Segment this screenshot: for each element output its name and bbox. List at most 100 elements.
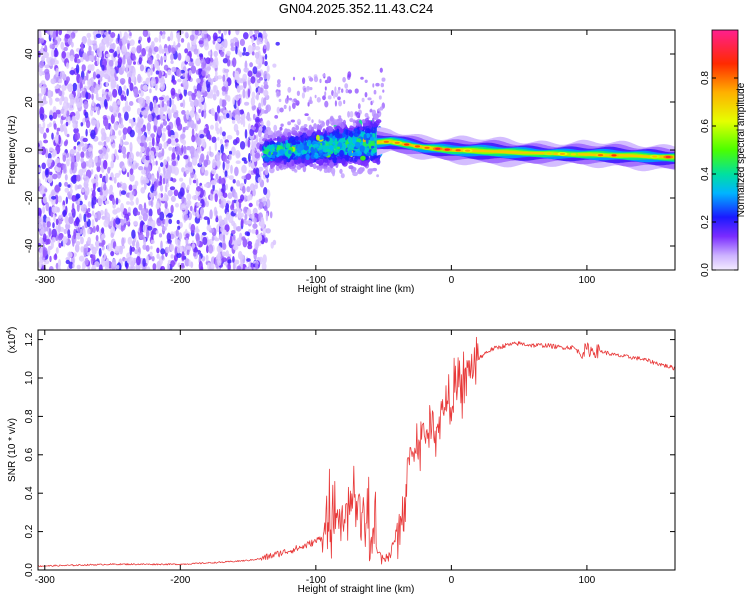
heatmap-noise-cell [90,169,94,175]
heatmap-noise-cell [68,194,71,199]
heatmap-noise-cell [38,93,43,97]
heatmap-noise-cell [226,160,230,164]
heatmap-noise-cell [110,125,113,136]
heatmap-noise-cell [156,108,159,116]
heatmap-noise-cell [202,236,208,246]
heatmap-noise-cell [275,41,280,46]
heatmap-noise-cell [169,177,174,182]
heatmap-noise-cell [51,189,56,197]
heatmap-noise-cell [303,127,307,131]
heatmap-noise-cell [277,79,281,85]
heatmap-noise-cell [211,264,215,269]
heatmap-noise-cell [43,83,47,88]
heatmap-noise-cell [203,127,209,134]
heatmap-noise-cell [252,66,258,75]
heatmap-noise-cell [88,55,94,62]
heatmap-cluster-cell [349,125,353,129]
heatmap-noise-cell [176,252,182,258]
heatmap-noise-cell [64,181,69,187]
heatmap-hotspot [546,152,552,155]
heatmap-noise-cell [100,146,107,156]
heatmap-noise-cell [203,30,208,35]
heatmap-noise-cell [128,152,134,163]
heatmap-cluster-cell [321,121,325,127]
heatmap-noise-cell [215,159,221,167]
heatmap-noise-cell [90,129,96,140]
heatmap-noise-cell [232,139,238,146]
heatmap-noise-cell [182,78,188,87]
heatmap-noise-cell [110,232,114,238]
heatmap-noise-cell [129,31,132,37]
heatmap-noise-cell [247,139,251,148]
heatmap-noise-cell [234,114,240,122]
heatmap-noise-cell [39,184,45,195]
heatmap-noise-cell [95,33,102,38]
heatmap-noise-cell [109,176,112,181]
heatmap-noise-cell [163,167,166,176]
heatmap-noise-cell [167,165,173,175]
heatmap-noise-cell [148,47,153,58]
heatmap-noise-cell [49,266,54,270]
heatmap-noise-cell [261,109,265,114]
heatmap-noise-cell [185,206,189,215]
heatmap-noise-cell [129,245,133,256]
heatmap-noise-cell [171,152,176,160]
snr-panel: -300 -200 -100 0 100 0.0 0.2 0.4 0.6 0.8 1.0 1.2 He… [6,327,676,595]
heatmap-noise-cell [177,154,180,161]
colorbar: 0.0 0.2 0.4 0.6 0.8 Normalized spectral ampl… [700,29,747,277]
heatmap-noise-cell [301,92,305,99]
heatmap-noise-cell [242,52,246,56]
heatmap-noise-cell [276,92,281,97]
heatmap-noise-cell [113,176,117,184]
snr-x-tick-label: 100 [579,575,596,586]
heatmap-noise-cell [141,110,146,116]
heatmap-noise-cell [305,86,310,92]
heatmap-noise-cell [170,31,174,41]
heatmap-cluster-cell [296,141,301,145]
heatmap-noise-cell [160,248,166,255]
heatmap-noise-cell [156,247,160,254]
heatmap-cluster-cell [371,148,377,153]
heatmap-cluster-cell [357,130,361,135]
snr-x-tick-label: -100 [306,575,326,586]
heatmap-noise-cell [178,232,183,240]
heatmap-cluster-cell [311,131,317,139]
heatmap-noise-cell [381,77,386,82]
heatmap-noise-cell [160,193,164,199]
heatmap-noise-cell [159,184,164,192]
heatmap-noise-cell [127,236,133,245]
heatmap-noise-cell [375,82,380,87]
heatmap-cluster-cell [306,159,311,166]
heatmap-noise-cell [255,134,259,144]
heatmap-noise-cell [288,97,293,101]
heatmap-noise-cell [231,146,236,156]
heatmap-noise-cell [121,44,127,52]
heatmap-noise-cell [163,47,169,53]
heatmap-noise-cell [322,95,326,101]
heatmap-noise-cell [91,219,95,228]
heatmap-noise-cell [233,208,238,214]
heatmap-noise-cell [261,120,264,128]
heatmap-cluster-cell [334,138,338,145]
heatmap-noise-cell [229,235,233,245]
heatmap-noise-cell [256,233,261,239]
heatmap-cluster-cell [288,149,292,155]
heatmap-noise-cell [182,139,187,146]
heatmap-noise-cell [38,61,45,69]
heatmap-noise-cell [221,251,227,257]
heatmap-cluster-cell [322,157,329,164]
heatmap-noise-cell [38,167,42,173]
heatmap-noise-cell [172,147,176,154]
heatmap-noise-cell [279,107,284,113]
heatmap-cluster-cell [373,113,379,120]
colorbar-tick-label: 0.4 [700,167,711,181]
heatmap-noise-cell [124,51,131,60]
heatmap-noise-cell [182,126,186,133]
heatmap-noise-cell [87,201,91,208]
heatmap-hotspot [559,152,566,155]
heatmap-noise-cell [64,187,70,193]
heatmap-noise-cell [75,193,81,199]
heatmap-noise-cell [135,241,140,250]
heatmap-noise-cell [236,129,240,136]
heatmap-noise-cell [295,125,300,131]
